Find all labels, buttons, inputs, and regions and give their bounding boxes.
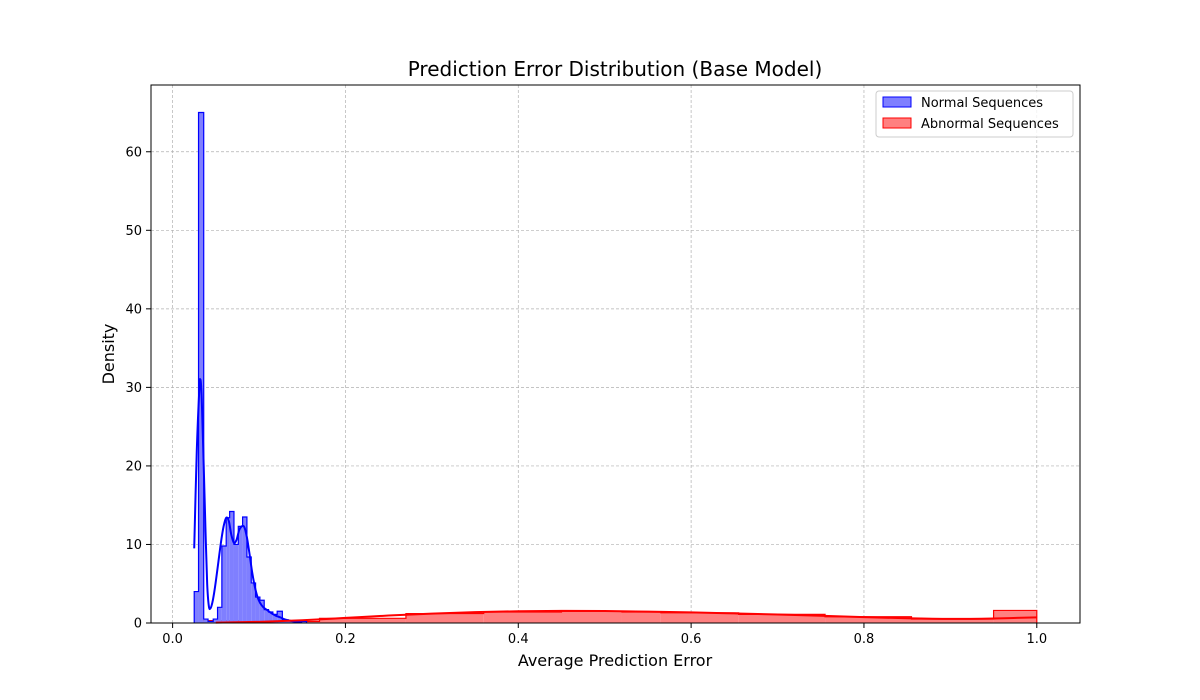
histogram-bar-abnormal: [621, 612, 661, 623]
y-tick-label: 30: [125, 381, 142, 396]
histogram-bar-normal: [208, 621, 214, 623]
legend-label-normal: Normal Sequences: [921, 96, 1043, 111]
legend-label-abnormal: Abnormal Sequences: [921, 117, 1059, 132]
histogram-bar-normal: [238, 526, 243, 623]
plot-area-frame: [150, 84, 1081, 624]
histogram-bar-normal: [233, 544, 239, 623]
histogram-bar-normal: [272, 614, 278, 623]
histogram-bars: [193, 111, 1038, 624]
histogram-bar-normal: [221, 546, 227, 623]
x-tick-label: 0.0: [162, 632, 183, 647]
x-tick-label: 1.0: [1026, 632, 1047, 647]
histogram-bar-abnormal: [660, 612, 739, 623]
histogram-bar-abnormal: [561, 611, 622, 623]
histogram-bar-abnormal: [319, 618, 406, 623]
histogram-bar-normal: [229, 511, 234, 623]
histogram-bar-normal: [226, 517, 230, 623]
grid-layer: [151, 85, 1080, 624]
y-axis-ticks: 0 10 20 30 40 50 60: [125, 145, 151, 632]
histogram-bar-normal: [203, 619, 209, 623]
kde-curves: [193, 378, 1037, 624]
histogram-bar-normal: [259, 600, 265, 623]
histogram-bar-abnormal: [825, 616, 912, 623]
y-tick-label: 50: [125, 224, 142, 239]
x-tick-label: 0.4: [508, 632, 529, 647]
histogram-bar-abnormal: [993, 610, 1037, 623]
y-tick-label: 10: [125, 538, 142, 553]
histogram-bar-abnormal: [483, 612, 562, 623]
histogram-outline-normal: [193, 111, 308, 623]
legend-box: [875, 90, 1074, 138]
x-tick-label: 0.2: [335, 632, 356, 647]
chart-title: Prediction Error Distribution (Base Mode…: [408, 57, 823, 81]
x-axis-ticks: 0.0 0.2 0.4 0.6 0.8 1.0: [162, 623, 1047, 647]
histogram-bar-normal: [242, 516, 247, 623]
y-axis-label: Density: [99, 324, 118, 385]
histogram-bar-normal: [246, 557, 252, 623]
x-tick-label: 0.8: [854, 632, 875, 647]
y-tick-label: 60: [125, 145, 142, 160]
y-tick-label: 0: [134, 617, 142, 632]
histogram-bar-normal: [217, 607, 222, 623]
histogram-bar-normal: [194, 591, 199, 623]
histogram-bar-normal: [213, 619, 218, 623]
y-tick-label: 20: [125, 459, 142, 474]
x-tick-label: 0.6: [681, 632, 702, 647]
histogram-bar-normal: [251, 582, 256, 623]
legend-swatch-normal: [882, 96, 912, 108]
x-axis-label: Average Prediction Error: [518, 651, 713, 670]
histogram-bar-abnormal: [911, 619, 994, 623]
histogram-bar-normal: [264, 609, 269, 623]
kde-curve-normal: [193, 378, 303, 624]
y-tick-label: 40: [125, 302, 142, 317]
histogram-bar-normal: [268, 612, 273, 623]
legend: Normal Sequences Abnormal Sequences: [875, 90, 1074, 138]
histogram-bar-abnormal: [738, 614, 826, 623]
histogram-bar-abnormal: [405, 613, 484, 623]
histogram-bar-normal: [255, 597, 260, 623]
kde-curve-abnormal: [215, 609, 1037, 624]
legend-swatch-abnormal: [882, 117, 912, 129]
histogram-bar-normal: [198, 112, 204, 624]
